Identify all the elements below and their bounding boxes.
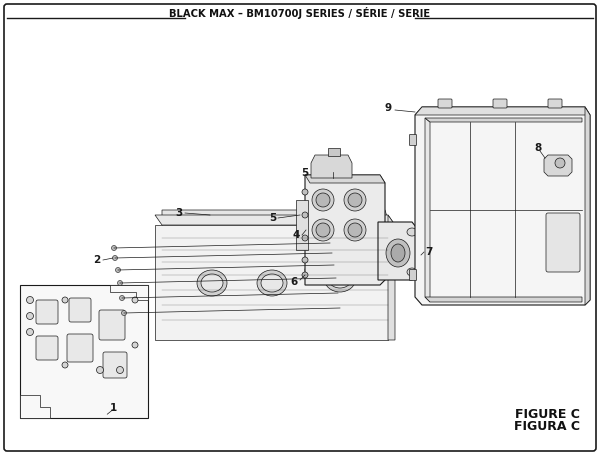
Circle shape [116,366,124,374]
FancyBboxPatch shape [103,352,127,378]
FancyBboxPatch shape [493,99,507,108]
Polygon shape [311,155,352,178]
Ellipse shape [328,268,352,288]
Ellipse shape [197,270,227,296]
Circle shape [344,219,366,241]
FancyBboxPatch shape [409,135,416,146]
Ellipse shape [261,274,283,292]
Circle shape [26,297,34,303]
Circle shape [302,272,308,278]
Polygon shape [328,148,340,156]
Circle shape [305,265,315,275]
Text: 5: 5 [301,168,308,178]
Text: 9: 9 [385,103,392,113]
Circle shape [119,295,125,300]
Text: 4: 4 [293,230,300,240]
Polygon shape [425,118,582,122]
Ellipse shape [407,268,417,276]
FancyBboxPatch shape [67,334,93,362]
Polygon shape [544,155,572,176]
Circle shape [132,297,138,303]
Text: FIGURE C: FIGURE C [515,409,580,421]
Circle shape [312,219,334,241]
Polygon shape [305,175,385,285]
Text: 6: 6 [291,277,298,287]
Circle shape [132,342,138,348]
FancyBboxPatch shape [36,336,58,360]
FancyBboxPatch shape [438,99,452,108]
Circle shape [113,256,118,261]
Polygon shape [425,118,430,302]
Polygon shape [388,215,395,340]
Polygon shape [378,222,420,280]
Circle shape [26,329,34,335]
Text: 8: 8 [535,143,542,153]
Polygon shape [155,215,395,225]
Polygon shape [415,107,590,305]
FancyBboxPatch shape [69,298,91,322]
Text: 5: 5 [269,213,276,223]
Polygon shape [110,285,148,300]
Circle shape [62,362,68,368]
Polygon shape [425,297,582,302]
Text: 2: 2 [93,255,100,265]
Ellipse shape [201,274,223,292]
Text: 3: 3 [175,208,182,218]
Circle shape [302,257,308,263]
Circle shape [302,189,308,195]
Polygon shape [585,107,590,305]
Text: 1: 1 [110,403,117,413]
Polygon shape [20,395,50,418]
Circle shape [26,313,34,319]
Polygon shape [305,175,385,183]
Circle shape [348,223,362,237]
Text: BLACK MAX – BM10700J SERIES / SÉRIE / SERIE: BLACK MAX – BM10700J SERIES / SÉRIE / SE… [169,7,431,19]
Circle shape [121,310,127,315]
Circle shape [62,297,68,303]
Polygon shape [162,220,388,295]
FancyBboxPatch shape [548,99,562,108]
Circle shape [118,280,122,285]
Circle shape [302,212,308,218]
Ellipse shape [386,239,410,267]
Circle shape [316,223,330,237]
Circle shape [97,366,104,374]
Ellipse shape [324,264,356,292]
FancyBboxPatch shape [36,300,58,324]
Circle shape [112,246,116,251]
Circle shape [312,189,334,211]
Ellipse shape [391,244,405,262]
Polygon shape [296,200,308,250]
FancyBboxPatch shape [409,269,416,280]
Ellipse shape [407,228,417,236]
Circle shape [115,268,121,273]
Circle shape [344,189,366,211]
Ellipse shape [257,270,287,296]
Text: FIGURA C: FIGURA C [514,420,580,434]
Text: 7: 7 [425,247,433,257]
Circle shape [348,193,362,207]
Polygon shape [20,285,148,418]
Polygon shape [162,210,388,220]
Polygon shape [415,107,590,115]
Polygon shape [155,225,388,340]
FancyBboxPatch shape [546,213,580,272]
FancyBboxPatch shape [99,310,125,340]
Circle shape [302,235,308,241]
Circle shape [555,158,565,168]
Circle shape [316,193,330,207]
